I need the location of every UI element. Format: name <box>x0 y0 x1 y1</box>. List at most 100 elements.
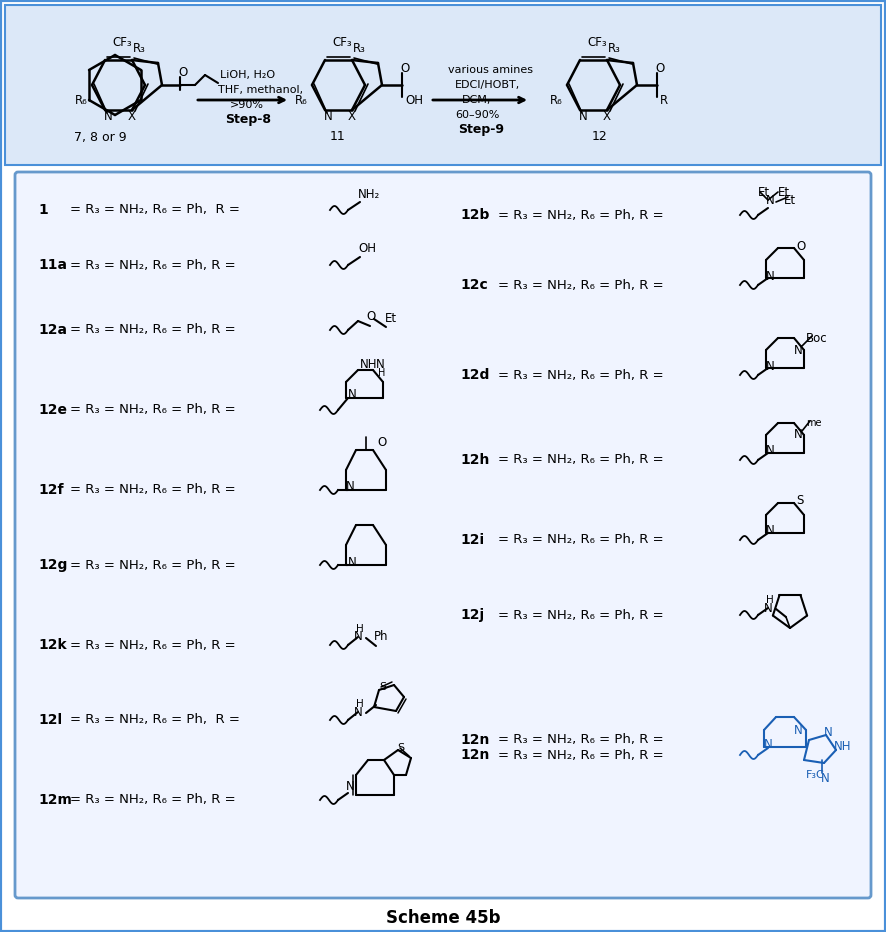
Text: NH: NH <box>834 741 851 753</box>
Bar <box>5 5 881 165</box>
Text: Et: Et <box>385 312 397 325</box>
Text: H: H <box>356 699 364 709</box>
Text: Ph: Ph <box>374 631 388 643</box>
Text: 12c: 12c <box>460 278 488 292</box>
Text: H: H <box>378 368 385 378</box>
Text: EDCI/HOBT,: EDCI/HOBT, <box>455 80 520 90</box>
Text: 12: 12 <box>592 130 608 144</box>
Text: O: O <box>796 240 805 253</box>
Text: Step-8: Step-8 <box>225 114 271 127</box>
Text: F₃C: F₃C <box>806 770 825 780</box>
Text: = R₃ = NH₂, R₆ = Ph, R =: = R₃ = NH₂, R₆ = Ph, R = <box>498 609 668 622</box>
Text: S: S <box>397 743 404 753</box>
Text: R₆: R₆ <box>295 93 307 106</box>
Text: Step-9: Step-9 <box>458 124 504 136</box>
Text: = R₃ = NH₂, R₆ = Ph, R =: = R₃ = NH₂, R₆ = Ph, R = <box>70 558 240 571</box>
Text: O: O <box>655 62 664 75</box>
Text: = R₃ = NH₂, R₆ = Ph, R =: = R₃ = NH₂, R₆ = Ph, R = <box>70 484 240 497</box>
Text: 12m: 12m <box>38 793 72 807</box>
Text: = R₃ = NH₂, R₆ = Ph, R =: = R₃ = NH₂, R₆ = Ph, R = <box>70 638 240 651</box>
Text: N: N <box>376 359 385 372</box>
Text: O: O <box>178 66 187 79</box>
Text: = R₃ = NH₂, R₆ = Ph, R =: = R₃ = NH₂, R₆ = Ph, R = <box>70 404 240 417</box>
Text: H: H <box>766 595 773 605</box>
Text: S: S <box>796 495 804 508</box>
Text: = R₃ = NH₂, R₆ = Ph, R =: = R₃ = NH₂, R₆ = Ph, R = <box>70 793 240 806</box>
Text: CF₃: CF₃ <box>587 36 607 49</box>
Text: O: O <box>400 62 409 75</box>
Text: N: N <box>821 773 830 786</box>
Text: = R₃ = NH₂, R₆ = Ph, R =: = R₃ = NH₂, R₆ = Ph, R = <box>498 748 668 761</box>
Text: Et: Et <box>778 185 790 199</box>
Text: 60–90%: 60–90% <box>455 110 500 120</box>
Text: N: N <box>794 723 803 736</box>
Text: N: N <box>354 706 362 719</box>
Text: 12n: 12n <box>460 748 489 762</box>
Text: 12d: 12d <box>460 368 489 382</box>
Text: N: N <box>766 360 774 373</box>
Text: R: R <box>660 93 668 106</box>
Text: NH: NH <box>360 359 377 372</box>
Text: N: N <box>766 269 774 282</box>
Text: N: N <box>766 445 774 458</box>
Text: N: N <box>766 525 774 538</box>
Text: H: H <box>356 624 364 634</box>
Text: N: N <box>794 429 803 442</box>
Text: N: N <box>794 344 803 357</box>
Text: various amines: various amines <box>448 65 533 75</box>
Text: THF, methanol,: THF, methanol, <box>218 85 303 95</box>
Text: = R₃ = NH₂, R₆ = Ph, R =: = R₃ = NH₂, R₆ = Ph, R = <box>498 533 668 546</box>
Text: 1: 1 <box>38 203 48 217</box>
Text: = R₃ = NH₂, R₆ = Ph,  R =: = R₃ = NH₂, R₆ = Ph, R = <box>70 203 245 216</box>
Text: DCM,: DCM, <box>462 95 492 105</box>
Text: = R₃ = NH₂, R₆ = Ph, R =: = R₃ = NH₂, R₆ = Ph, R = <box>498 454 668 467</box>
Text: NH₂: NH₂ <box>358 187 380 200</box>
Text: X: X <box>603 111 611 124</box>
Text: 12e: 12e <box>38 403 67 417</box>
Text: = R₃ = NH₂, R₆ = Ph, R =: = R₃ = NH₂, R₆ = Ph, R = <box>498 279 668 292</box>
Text: 12k: 12k <box>38 638 66 652</box>
Text: 7, 8 or 9: 7, 8 or 9 <box>74 130 127 144</box>
Text: = R₃ = NH₂, R₆ = Ph, R =: = R₃ = NH₂, R₆ = Ph, R = <box>70 323 240 336</box>
Text: N: N <box>346 779 354 792</box>
Text: N: N <box>764 738 773 751</box>
Text: 12n: 12n <box>460 733 489 747</box>
FancyBboxPatch shape <box>15 172 871 898</box>
Text: 12h: 12h <box>460 453 489 467</box>
Text: N: N <box>824 727 833 739</box>
Text: R₃: R₃ <box>133 42 146 54</box>
Text: 11: 11 <box>330 130 346 144</box>
Text: N: N <box>764 601 773 614</box>
Text: 12i: 12i <box>460 533 484 547</box>
Text: 12g: 12g <box>38 558 67 572</box>
Text: 12j: 12j <box>460 608 484 622</box>
Text: 12l: 12l <box>38 713 62 727</box>
Text: O: O <box>377 436 386 449</box>
Text: = R₃ = NH₂, R₆ = Ph, R =: = R₃ = NH₂, R₆ = Ph, R = <box>498 209 668 222</box>
Text: N: N <box>104 111 113 124</box>
Text: 11a: 11a <box>38 258 67 272</box>
Text: R₆: R₆ <box>550 93 563 106</box>
Text: R₆: R₆ <box>75 93 88 106</box>
Text: R₃: R₃ <box>608 42 621 54</box>
Text: OH: OH <box>405 93 423 106</box>
Text: OH: OH <box>358 242 376 255</box>
Text: 12b: 12b <box>460 208 489 222</box>
Text: 12f: 12f <box>38 483 64 497</box>
Text: >90%: >90% <box>230 100 264 110</box>
Text: LiOH, H₂O: LiOH, H₂O <box>220 70 276 80</box>
Text: CF₃: CF₃ <box>112 36 132 49</box>
Text: N: N <box>346 481 354 494</box>
Text: O: O <box>366 309 376 322</box>
Text: N: N <box>766 194 774 207</box>
Text: Et: Et <box>758 185 770 199</box>
Text: X: X <box>128 111 136 124</box>
Text: Scheme 45b: Scheme 45b <box>385 909 501 927</box>
Text: = R₃ = NH₂, R₆ = Ph,  R =: = R₃ = NH₂, R₆ = Ph, R = <box>70 714 245 727</box>
Text: 12a: 12a <box>38 323 67 337</box>
Text: = R₃ = NH₂, R₆ = Ph, R =: = R₃ = NH₂, R₆ = Ph, R = <box>498 368 668 381</box>
Text: R₃: R₃ <box>353 42 366 54</box>
Text: N: N <box>324 111 333 124</box>
Text: N: N <box>354 631 362 643</box>
Text: N: N <box>348 555 357 569</box>
